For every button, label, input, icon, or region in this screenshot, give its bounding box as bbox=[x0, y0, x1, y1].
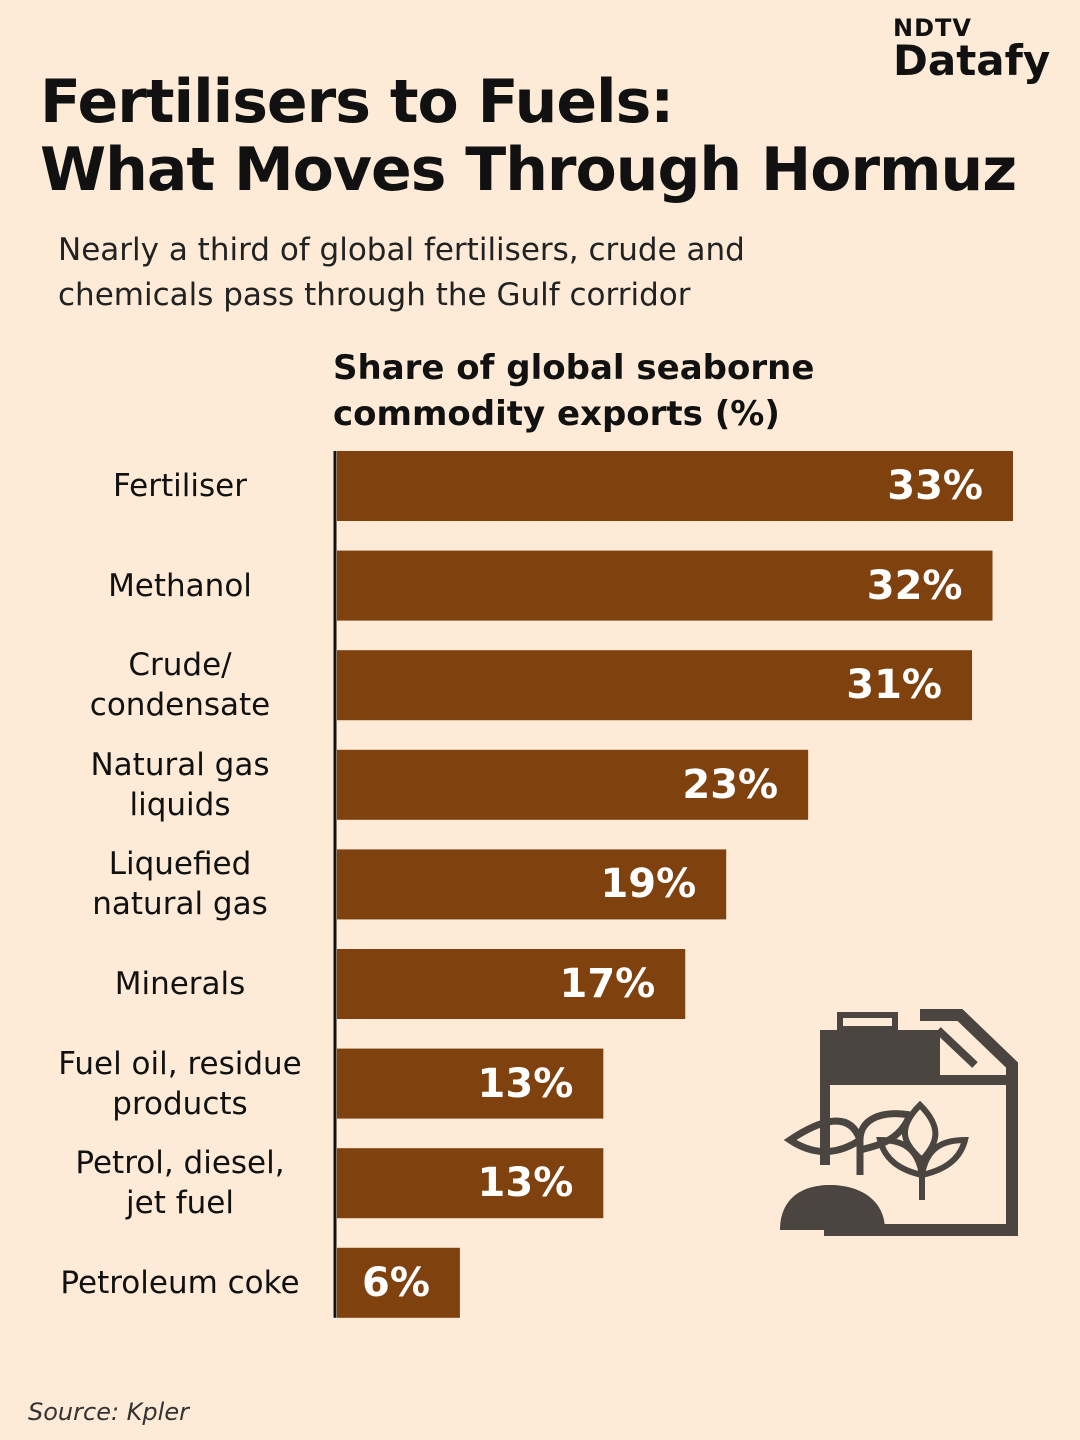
category-label: Fuel oil, residue products bbox=[58, 1045, 302, 1122]
category-label: Minerals bbox=[114, 966, 246, 1002]
brand-top: NDTV bbox=[893, 14, 972, 42]
bar bbox=[337, 550, 993, 621]
category-label: Petroleum coke bbox=[60, 1264, 300, 1301]
value-label: 17% bbox=[559, 961, 656, 1007]
bar bbox=[337, 849, 727, 920]
bar bbox=[337, 1048, 604, 1119]
value-label: 23% bbox=[682, 761, 779, 808]
category-label: Petrol, diesel, jet fuel bbox=[75, 1145, 285, 1222]
subtitle: Nearly a third of global fertilisers, cr… bbox=[58, 232, 745, 313]
axis-label: Share of global seaborne commodity expor… bbox=[333, 348, 815, 434]
value-label: 32% bbox=[866, 562, 963, 609]
bar bbox=[337, 650, 973, 721]
category-label: Liquefied natural gas bbox=[92, 846, 268, 923]
category-label: Crude/ condensate bbox=[89, 647, 271, 724]
bar bbox=[337, 1247, 460, 1318]
brand: Datafy bbox=[893, 36, 1051, 85]
bar bbox=[337, 749, 809, 820]
bar bbox=[337, 949, 686, 1019]
value-label: 13% bbox=[477, 1160, 574, 1207]
category-label: Methanol bbox=[108, 567, 252, 604]
icon bbox=[780, 1009, 1018, 1236]
bar bbox=[337, 1148, 604, 1219]
value-label: 6% bbox=[361, 1259, 430, 1306]
title: Fertilisers to Fuels: What Moves Through… bbox=[40, 67, 1017, 205]
value-label: 33% bbox=[887, 463, 983, 509]
value-label: 31% bbox=[846, 662, 943, 709]
value-label: 19% bbox=[600, 861, 697, 908]
bar bbox=[337, 451, 1013, 521]
category-label: Fertiliser bbox=[113, 468, 247, 504]
source: Source: Kpler bbox=[28, 1398, 189, 1426]
category-label: Natural gas liquids bbox=[90, 746, 270, 823]
value-label: 13% bbox=[477, 1060, 574, 1107]
